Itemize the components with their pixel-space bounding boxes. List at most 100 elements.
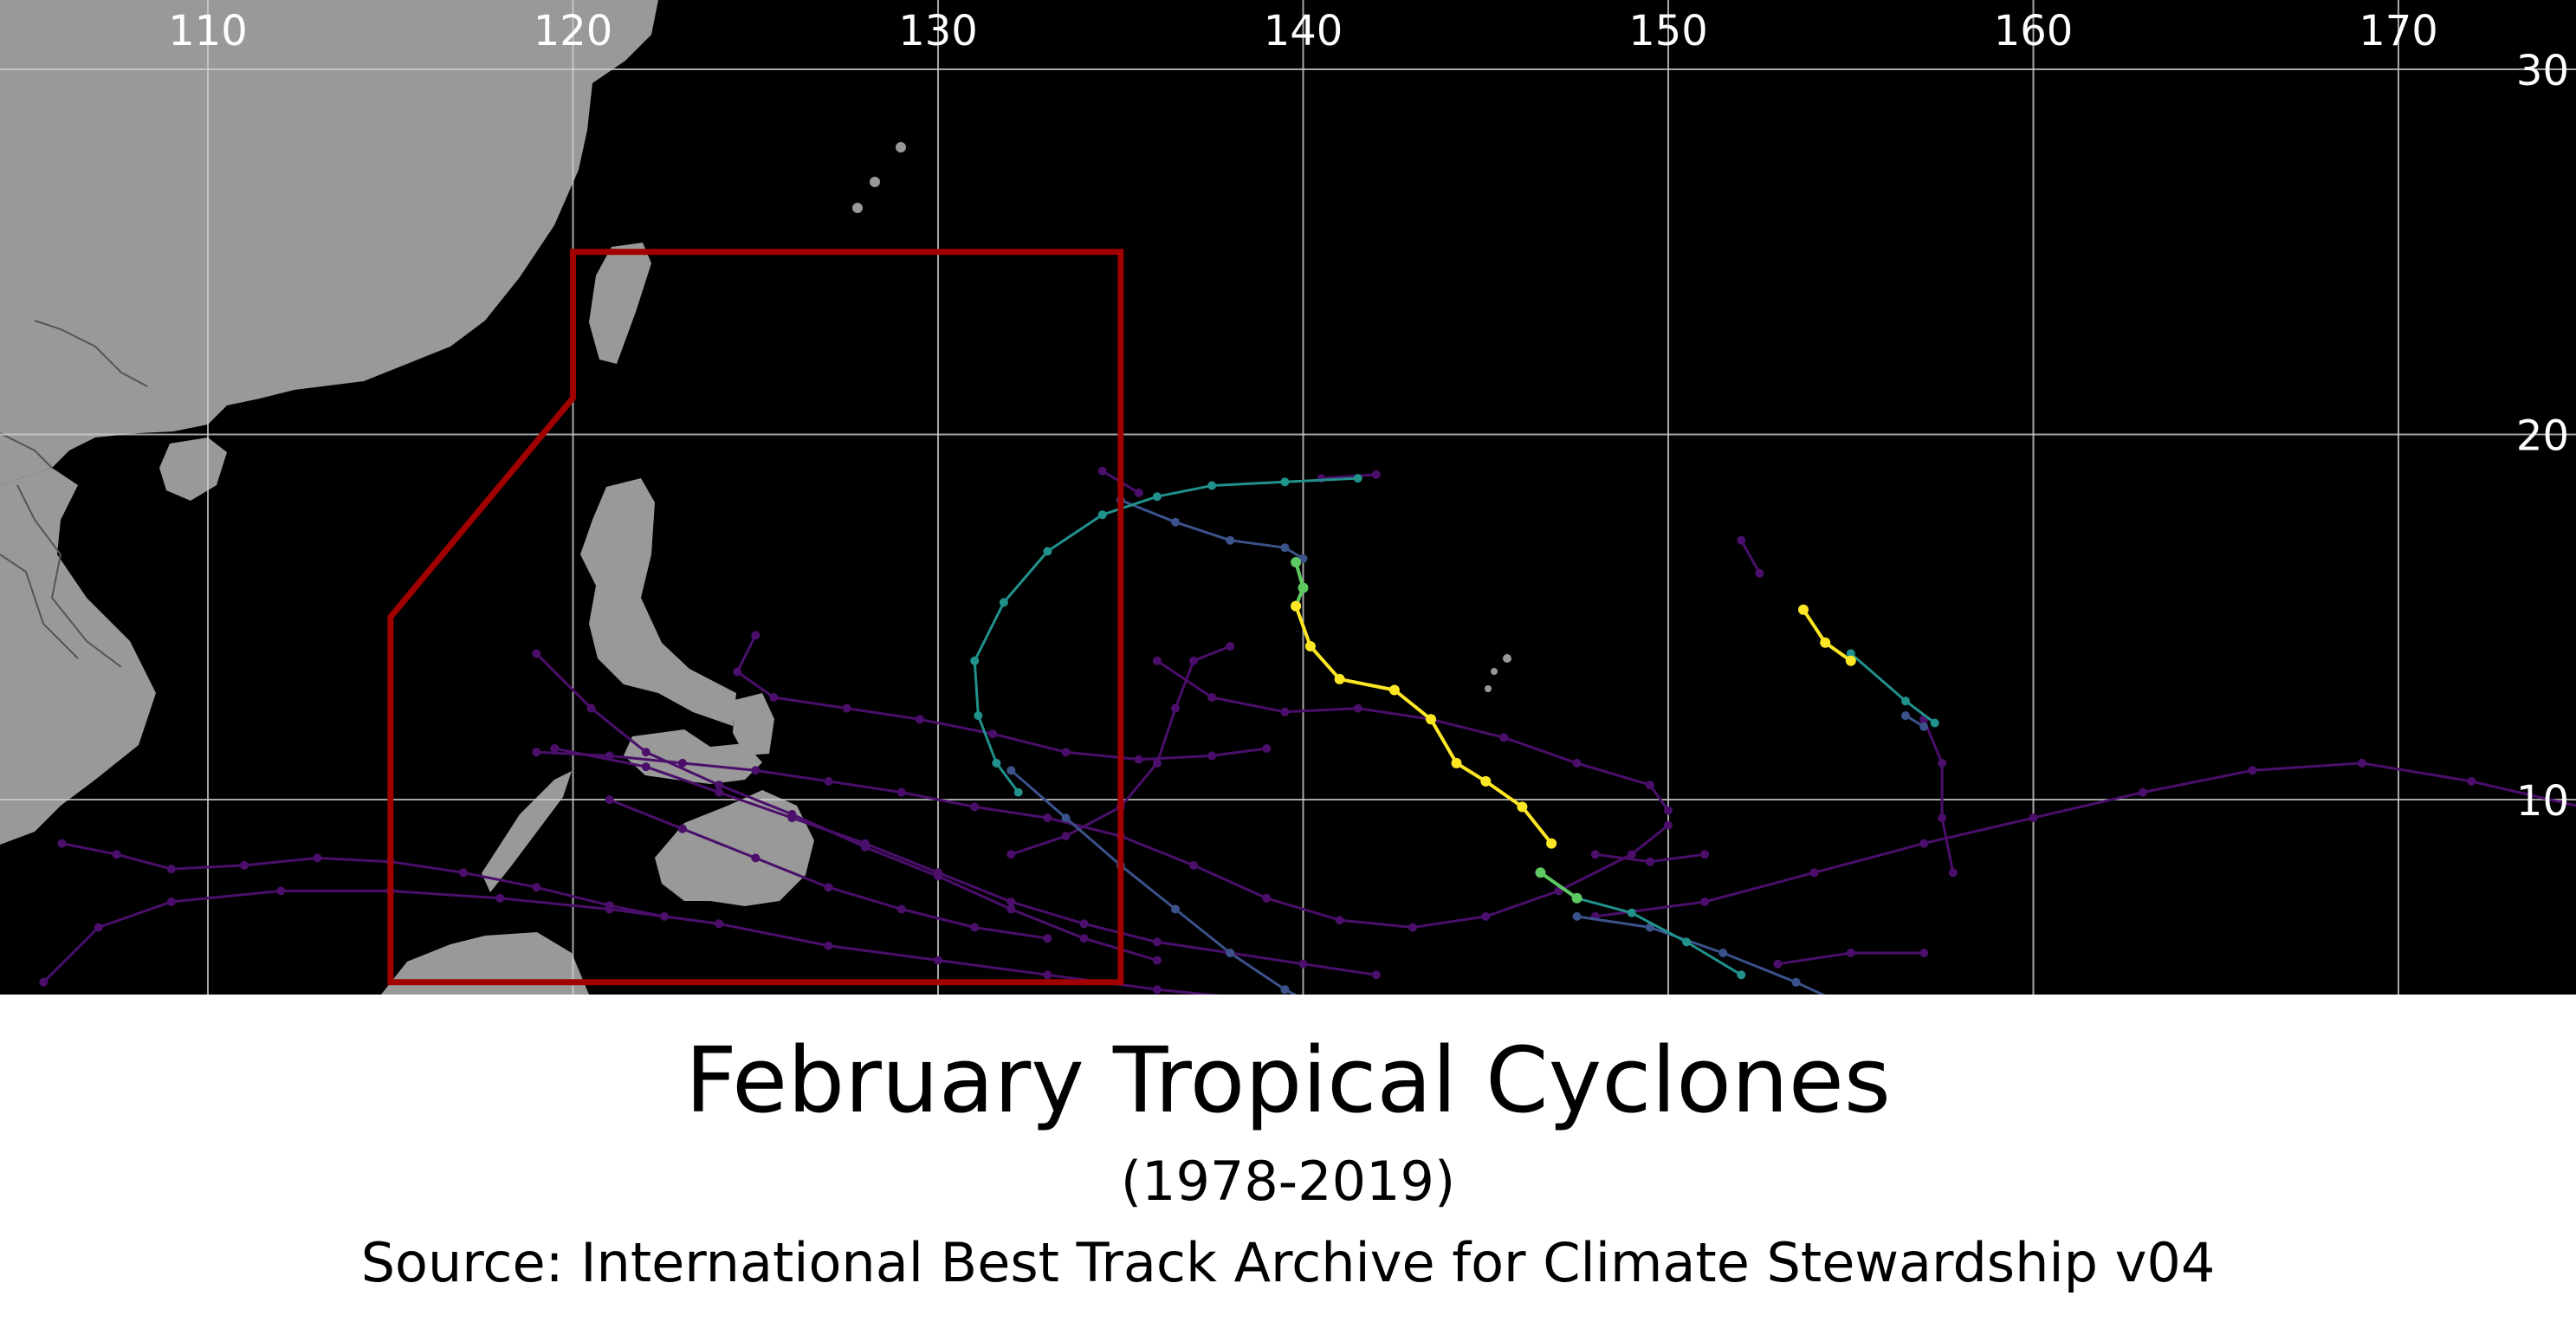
- cyclone-track-point: [1664, 806, 1673, 815]
- latitude-tick-label: 10: [2516, 777, 2569, 826]
- cyclone-track-point: [1948, 868, 1958, 878]
- cyclone-track-point: [1645, 923, 1654, 932]
- cyclone-track-point: [2029, 813, 2038, 823]
- cyclone-track-point: [860, 842, 870, 852]
- cyclone-track-point: [1262, 744, 1272, 753]
- cyclone-track-point: [915, 715, 924, 724]
- map-title: February Tropical Cyclones: [685, 1027, 1891, 1133]
- cyclone-track-point: [751, 853, 761, 863]
- cyclone-track-point: [1737, 970, 1746, 980]
- cyclone-track-point: [1298, 959, 1308, 969]
- cyclone-track-point: [751, 631, 761, 640]
- palawan-island: [482, 771, 572, 892]
- cyclone-track-point: [677, 758, 687, 768]
- cyclone-track-point: [1189, 860, 1198, 870]
- latitude-tick-label: 30: [2516, 47, 2569, 95]
- cyclone-track-point: [1006, 766, 1016, 775]
- cyclone-track-point: [1280, 543, 1290, 553]
- cyclone-track-line: [1156, 659, 1670, 812]
- cyclone-track-line: [1922, 718, 1955, 873]
- cyclone-track-point: [1919, 839, 1929, 848]
- cyclone-track-point: [1304, 641, 1316, 651]
- cyclone-track-point: [1226, 949, 1235, 957]
- cyclone-track-point: [1335, 916, 1344, 925]
- cyclone-track-point: [896, 787, 906, 797]
- cyclone-track-point: [988, 729, 998, 739]
- cyclone-track-line: [1539, 871, 1578, 900]
- cyclone-track-point: [1517, 801, 1528, 813]
- cyclone-track-point: [896, 904, 906, 914]
- cyclone-track-point: [1645, 857, 1654, 866]
- cyclone-track-line: [535, 652, 1158, 962]
- coordinate-labels: 110 120 130 140 150 160 170 30 20 10: [168, 7, 2569, 826]
- cyclone-track-point: [1152, 492, 1162, 502]
- cyclone-track-point: [1645, 781, 1654, 790]
- cyclone-track-point: [1152, 937, 1162, 947]
- cyclone-track-point: [1097, 510, 1107, 520]
- cyclone-track-point: [1388, 684, 1400, 696]
- cyclone-track-point: [787, 809, 797, 819]
- cyclone-track-point: [57, 839, 67, 848]
- cyclone-track-point: [1371, 970, 1381, 980]
- longitude-tick-label: 120: [534, 7, 613, 55]
- cyclone-track-point: [1152, 656, 1162, 665]
- cyclone-track-point: [1280, 707, 1290, 716]
- cyclone-track-point: [1572, 758, 1582, 768]
- cyclone-track-point: [769, 693, 779, 702]
- cyclone-track-point: [1546, 838, 1557, 849]
- cyclone-track-point: [1930, 718, 1939, 728]
- cyclone-track-point: [1535, 867, 1546, 878]
- longitude-tick-label: 160: [1994, 7, 2074, 55]
- luzon-island: [580, 478, 736, 726]
- cyclone-track-point: [1846, 649, 1855, 658]
- cyclone-track-point: [586, 703, 596, 713]
- cyclone-track-point: [1134, 755, 1143, 764]
- cyclone-track-point: [715, 919, 724, 929]
- cyclone-track-point: [1845, 655, 1856, 666]
- hainan-island: [159, 437, 227, 501]
- cyclone-track-point: [1353, 703, 1362, 713]
- cyclone-track-point: [1280, 477, 1290, 487]
- cyclone-track-point: [970, 656, 980, 665]
- cyclone-track-point: [166, 898, 176, 906]
- cyclone-track-point: [532, 883, 541, 892]
- cyclone-track-point: [1664, 820, 1673, 830]
- map-subtitle: (1978-2019): [1120, 1150, 1456, 1213]
- cyclone-track-point: [1572, 911, 1582, 921]
- cyclone-track-point: [1773, 959, 1783, 969]
- cyclone-track-point: [1571, 892, 1582, 904]
- cyclone-track-point: [1134, 488, 1143, 497]
- cyclone-track-point: [677, 824, 687, 833]
- caption: February Tropical Cyclones (1978-2019) S…: [0, 995, 2576, 1322]
- cyclone-track-point: [970, 923, 980, 932]
- cyclone-track-point: [1152, 985, 1162, 995]
- cyclone-track-point: [1809, 868, 1819, 878]
- cyclone-track-point: [1262, 893, 1272, 903]
- ryukyu-islet: [896, 142, 906, 152]
- cyclone-track-point: [1061, 832, 1071, 841]
- cyclone-track-point: [605, 795, 614, 804]
- cyclone-track-point: [1700, 898, 1710, 906]
- cyclone-track-point: [999, 598, 1008, 607]
- mindanao-island: [655, 790, 814, 906]
- cyclone-track-point: [1682, 937, 1692, 947]
- cyclone-track-point: [495, 893, 505, 903]
- cyclone-track-point: [1590, 850, 1600, 859]
- cyclone-track-point: [240, 860, 249, 870]
- cyclone-track-point: [1919, 722, 1929, 731]
- cyclone-track-point: [934, 956, 942, 965]
- cyclone-track-point: [1408, 923, 1417, 932]
- graticule: [0, 0, 2576, 995]
- cyclone-track-point: [1627, 850, 1636, 859]
- cyclone-track-line: [1576, 915, 1826, 995]
- cyclone-track-line: [973, 476, 1358, 794]
- cyclone-track-point: [1481, 911, 1491, 921]
- longitude-tick-label: 110: [168, 7, 248, 55]
- mariana-islet: [1503, 654, 1511, 663]
- cyclone-track-point: [1901, 697, 1910, 706]
- cyclone-track-line: [1576, 897, 1743, 976]
- cyclone-track-point: [641, 762, 650, 772]
- cyclone-track-point: [1499, 733, 1509, 742]
- cyclone-track-point: [1627, 908, 1636, 917]
- cyclone-track-point: [1791, 977, 1801, 987]
